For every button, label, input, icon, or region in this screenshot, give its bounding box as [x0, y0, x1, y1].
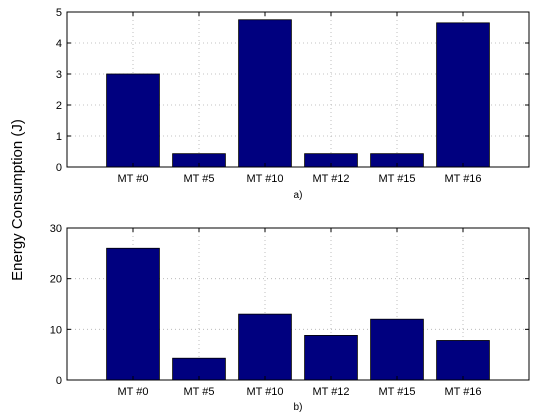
chart-2-x-tick-label-0: MT #0: [118, 386, 149, 398]
chart-2-bar-0: [106, 247, 160, 381]
chart-1-caption: a): [294, 190, 303, 201]
shared-y-axis-label: Energy Consumption (J): [9, 119, 26, 281]
chart-2-bar-5: [436, 340, 490, 381]
chart-1-x-tick-label-1: MT #5: [184, 173, 215, 185]
chart-1-y-tick-label-0: 0: [56, 162, 62, 174]
chart-2-bar-2: [238, 313, 292, 381]
chart-2-caption: b): [294, 402, 303, 413]
chart-2-bar-3: [304, 335, 358, 381]
chart-1-y-tick-label-2: 2: [56, 100, 62, 112]
chart-1-x-tick-label-0: MT #0: [118, 173, 149, 185]
chart-1-x-tick-label-4: MT #15: [378, 173, 415, 185]
chart-1-bar-0: [106, 73, 160, 168]
chart-1-y-tick-label-4: 4: [56, 38, 62, 50]
chart-1-y-tick-label-5: 5: [56, 7, 62, 19]
chart-2-x-tick-label-5: MT #16: [444, 386, 481, 398]
chart-2-y-tick-label-0: 0: [56, 375, 62, 387]
chart-2-x-tick-label-4: MT #15: [378, 386, 415, 398]
chart-2-bar-4: [370, 318, 424, 381]
chart-2-x-tick-label-3: MT #12: [312, 386, 349, 398]
chart-2-x-tick-label-1: MT #5: [184, 386, 215, 398]
chart-1-bar-5: [436, 22, 490, 168]
chart-2-x-tick-label-2: MT #10: [246, 386, 283, 398]
chart-1-bar-2: [238, 19, 292, 168]
chart-2-axes-frame: [66, 227, 530, 381]
chart-1-axes-frame: [66, 11, 530, 168]
chart-2-y-tick-label-1: 10: [50, 324, 62, 336]
chart-1-y-tick-label-3: 3: [56, 69, 62, 81]
chart-2-y-tick-label-2: 20: [50, 274, 62, 286]
chart-1-x-tick-label-3: MT #12: [312, 173, 349, 185]
chart-1-y-tick-label-1: 1: [56, 131, 62, 143]
chart-1-x-tick-label-2: MT #10: [246, 173, 283, 185]
chart-2-y-tick-label-3: 30: [50, 223, 62, 235]
chart-1-x-tick-label-5: MT #16: [444, 173, 481, 185]
